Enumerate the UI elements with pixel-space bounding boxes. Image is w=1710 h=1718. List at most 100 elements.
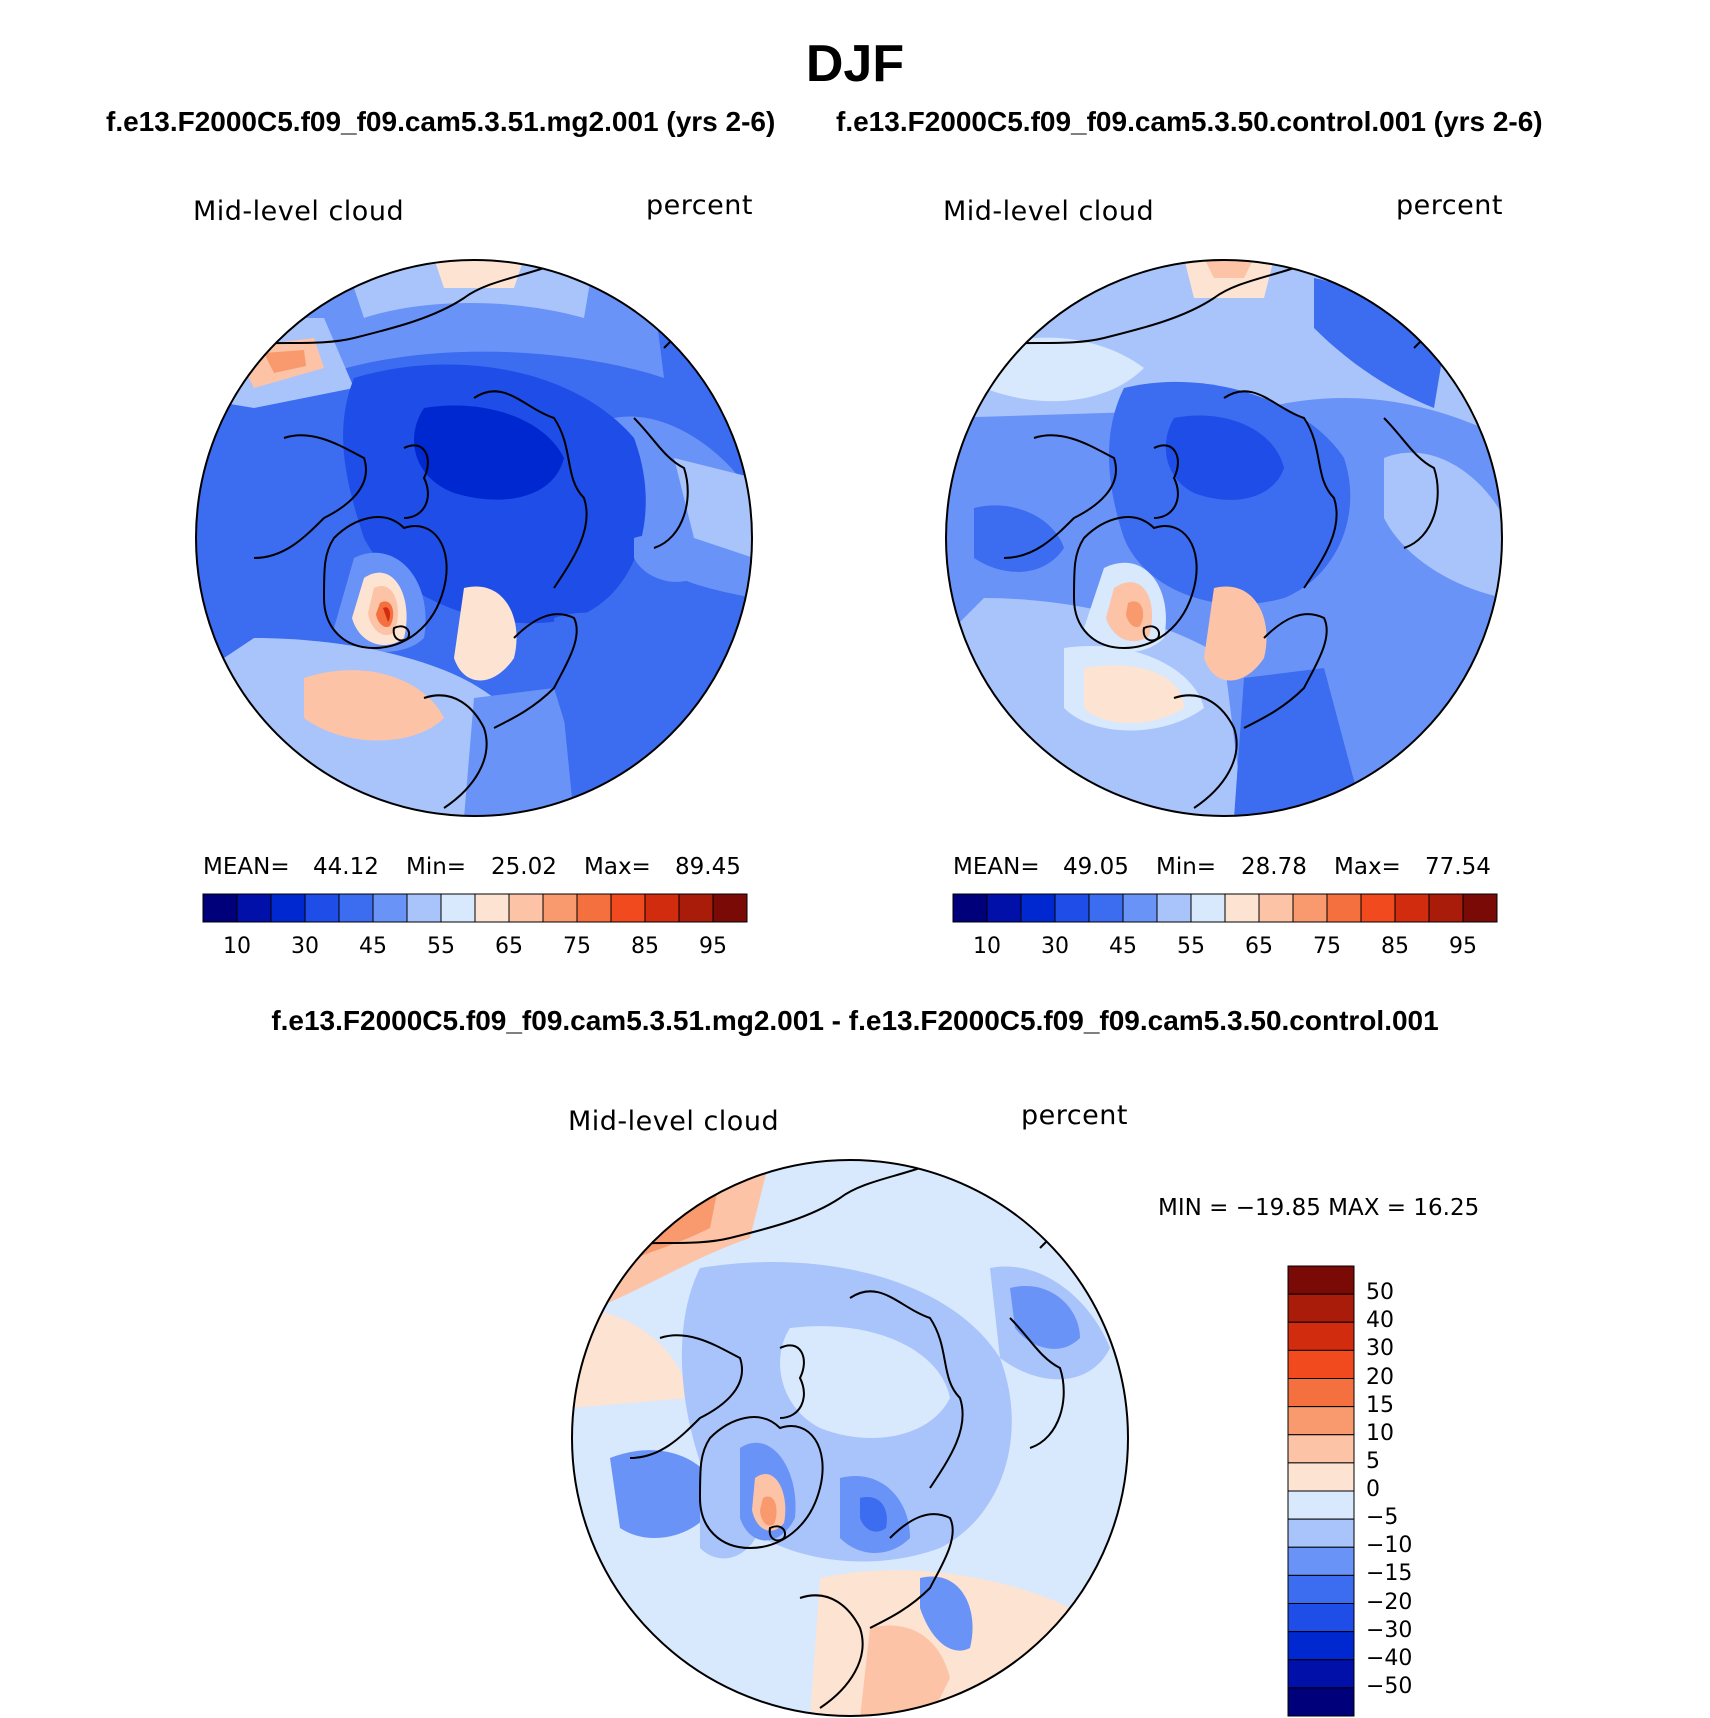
diff-colorbar-box — [1287, 1659, 1355, 1689]
diff-colorbar-box — [1287, 1462, 1355, 1492]
panel1-units-label: percent — [646, 190, 753, 221]
diff-colorbar-box — [1287, 1603, 1355, 1633]
panel2-colorbar-box — [1462, 893, 1498, 923]
diff-colorbar-tick-label: 15 — [1366, 1392, 1394, 1418]
panel1-colorbar-box — [338, 893, 374, 923]
panel1-colorbar-box — [610, 893, 646, 923]
panel1-max-label: Max= — [584, 854, 651, 880]
panel1-colorbar-box — [440, 893, 476, 923]
diff-minmax: MIN = −19.85 MAX = 16.25 — [1158, 1195, 1480, 1221]
panel2-colorbar-box — [986, 893, 1022, 923]
diff-colorbar-box — [1287, 1293, 1355, 1323]
panel2-colorbar-box — [1156, 893, 1192, 923]
diff-colorbar-tick-label: 30 — [1366, 1336, 1394, 1362]
panel1-colorbar-box — [712, 893, 748, 923]
panel1-colorbar-box — [304, 893, 340, 923]
panel1-colorbar-tick-label: 45 — [359, 934, 387, 959]
panel1-colorbar — [202, 893, 748, 923]
panel2-variable-label: Mid-level cloud — [943, 196, 1155, 227]
diff-colorbar-box — [1287, 1631, 1355, 1661]
panel2-mean-value: 49.05 — [1063, 854, 1129, 880]
diff-colorbar-tick-label: −50 — [1366, 1673, 1413, 1699]
diff-colorbar-tick-label: 50 — [1366, 1280, 1394, 1306]
panel1-case-title: f.e13.F2000C5.f09_f09.cam5.3.51.mg2.001 … — [106, 106, 776, 137]
panel1-min-value: 25.02 — [491, 854, 557, 880]
diff-colorbar-box — [1287, 1434, 1355, 1464]
diff-colorbar-tick-label: 10 — [1366, 1420, 1394, 1446]
panel1-min-label: Min= — [406, 854, 467, 880]
panel2-units-label: percent — [1396, 190, 1503, 221]
panel1-colorbar-box — [644, 893, 680, 923]
panel2-case-title: f.e13.F2000C5.f09_f09.cam5.3.50.control.… — [836, 106, 1543, 137]
panel1-colorbar-tick-label: 85 — [631, 934, 659, 959]
panel2-colorbar-box — [1088, 893, 1124, 923]
panel1-colorbar-box — [576, 893, 612, 923]
diff-colorbar-box — [1287, 1490, 1355, 1520]
panel2-colorbar-box — [1360, 893, 1396, 923]
panel2-colorbar-box — [952, 893, 988, 923]
diff-colorbar-box — [1287, 1518, 1355, 1548]
panel1-colorbar-box — [474, 893, 510, 923]
diff-variable-label: Mid-level cloud — [568, 1106, 780, 1137]
diff-colorbar-tick-label: 40 — [1366, 1308, 1394, 1334]
panel1-colorbar-tick-label: 30 — [291, 934, 319, 959]
panel1-colorbar-box — [372, 893, 408, 923]
panel1-colorbar-tick-label: 95 — [699, 934, 727, 959]
diff-colorbar-tick-label: 5 — [1366, 1448, 1380, 1474]
panel1-colorbar-tick-label: 75 — [563, 934, 591, 959]
diff-units-label: percent — [1021, 1100, 1128, 1131]
panel2-max-value: 77.54 — [1425, 854, 1491, 880]
diff-colorbar-tick-label: 20 — [1366, 1364, 1394, 1390]
panel2-colorbar-box — [1224, 893, 1260, 923]
diff-polar-map — [571, 1159, 1129, 1717]
diff-colorbar-box — [1287, 1349, 1355, 1380]
diff-colorbar-box — [1287, 1546, 1355, 1576]
diff-colorbar-tick-label: −10 — [1366, 1533, 1413, 1559]
diff-colorbar-box — [1287, 1406, 1355, 1436]
panel2-polar-map — [945, 259, 1503, 817]
panel1-mean-value: 44.12 — [313, 854, 379, 880]
panel1-colorbar-labels: 10 30 45 55 65 75 85 95 — [203, 934, 747, 962]
panel1-colorbar-box — [542, 893, 578, 923]
main-title: DJF — [805, 35, 905, 93]
panel1-colorbar-box — [270, 893, 306, 923]
diff-colorbar-tick-label: −30 — [1366, 1617, 1413, 1643]
panel1-polar-map — [195, 259, 753, 817]
panel2-colorbar-box — [1122, 893, 1158, 923]
panel2-colorbar-tick-label: 45 — [1109, 934, 1137, 959]
panel2-colorbar-tick-label: 65 — [1245, 934, 1273, 959]
diff-colorbar-box — [1287, 1265, 1355, 1295]
panel1-max-value: 89.45 — [675, 854, 741, 880]
panel1-colorbar-box — [202, 893, 238, 923]
diff-colorbar — [1287, 1265, 1355, 1717]
panel2-min-label: Min= — [1156, 854, 1217, 880]
panel2-colorbar-box — [1190, 893, 1226, 923]
panel2-colorbar-tick-label: 55 — [1177, 934, 1205, 959]
panel2-min-value: 28.78 — [1241, 854, 1307, 880]
diff-colorbar-box — [1287, 1378, 1355, 1408]
diff-colorbar-tick-label: −40 — [1366, 1645, 1413, 1671]
diff-colorbar-tick-label: −5 — [1366, 1505, 1399, 1531]
panel2-colorbar-tick-label: 30 — [1041, 934, 1069, 959]
panel2-colorbar-box — [1054, 893, 1090, 923]
diff-colorbar-labels: 50 40 30 20 15 10 5 0 −5 −10 −15 −20 −30 −40 −50 — [1366, 1266, 1486, 1716]
panel2-colorbar-box — [1292, 893, 1328, 923]
panel1-colorbar-box — [678, 893, 714, 923]
panel1-variable-label: Mid-level cloud — [193, 196, 405, 227]
diff-colorbar-tick-label: −20 — [1366, 1589, 1413, 1615]
panel2-mean-label: MEAN= — [953, 854, 1040, 880]
panel2-colorbar-tick-label: 75 — [1313, 934, 1341, 959]
panel1-colorbar-tick-label: 55 — [427, 934, 455, 959]
panel2-colorbar-box — [1394, 893, 1430, 923]
panel1-mean-label: MEAN= — [203, 854, 290, 880]
panel2-colorbar — [952, 893, 1498, 923]
panel1-colorbar-box — [508, 893, 544, 923]
panel2-colorbar-tick-label: 85 — [1381, 934, 1409, 959]
panel2-colorbar-tick-label: 95 — [1449, 934, 1477, 959]
diff-title: f.e13.F2000C5.f09_f09.cam5.3.51.mg2.001 … — [271, 1005, 1439, 1036]
diff-colorbar-tick-label: −15 — [1366, 1561, 1413, 1587]
panel1-colorbar-tick-label: 65 — [495, 934, 523, 959]
panel2-colorbar-labels: 10 30 45 55 65 75 85 95 — [953, 934, 1497, 962]
panel2-colorbar-box — [1258, 893, 1294, 923]
panel1-colorbar-box — [406, 893, 442, 923]
